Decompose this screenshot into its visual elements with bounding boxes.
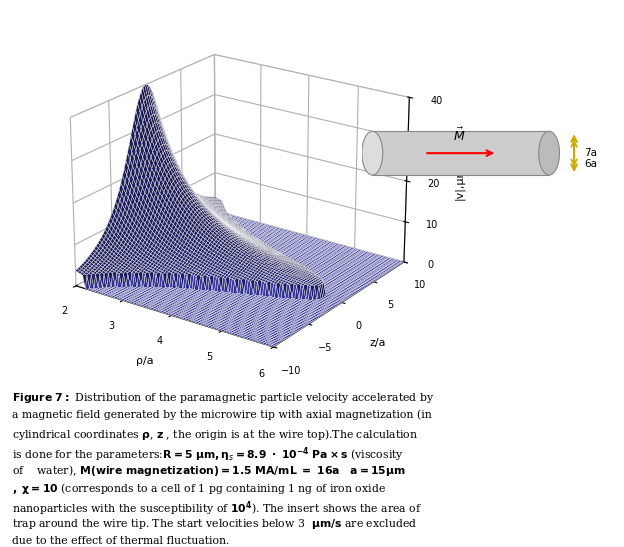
Text: 7a: 7a <box>585 148 598 158</box>
Text: $\vec{M}$: $\vec{M}$ <box>454 127 466 144</box>
X-axis label: ρ/a: ρ/a <box>136 357 154 366</box>
Text: $\mathbf{,\ \chi = 10}$ (corresponds to a cell of 1 pg containing 1 ng of iron o: $\mathbf{,\ \chi = 10}$ (corresponds to … <box>12 481 386 496</box>
Ellipse shape <box>539 131 560 175</box>
Text: $\mathbf{Figure\ 7:}$ Distribution of the paramagnetic particle velocity acceler: $\mathbf{Figure\ 7:}$ Distribution of th… <box>12 391 435 405</box>
Text: due to the effect of thermal fluctuation.: due to the effect of thermal fluctuation… <box>12 536 230 545</box>
Text: cylindrical coordinates $\mathbf{\rho}$, $\mathbf{z}$ , the origin is at the wir: cylindrical coordinates $\mathbf{\rho}$,… <box>12 427 419 442</box>
Ellipse shape <box>362 131 383 175</box>
Text: nanoparticles with the susceptibility of $\mathbf{10^4}$). The insert shows the : nanoparticles with the susceptibility of… <box>12 499 422 518</box>
Text: trap around the wire tip. The start velocities below 3  $\mathbf{\mu m/s}$ are e: trap around the wire tip. The start velo… <box>12 517 417 532</box>
Text: of    water), $\mathbf{M(wire\ magnetization) = 1.5\ MA/mL\ =\ 16a\ \ \ a = 15\m: of water), $\mathbf{M(wire\ magnetizatio… <box>12 463 406 478</box>
Text: a magnetic field generated by the microwire tip with axial magnetization (in: a magnetic field generated by the microw… <box>12 409 432 420</box>
Text: is done for the parameters:$\mathbf{R = 5\ \mu m, \eta_{\it{s}} = 8.9\ \cdot\ 10: is done for the parameters:$\mathbf{R = … <box>12 445 404 464</box>
Text: 6a: 6a <box>585 159 598 169</box>
Bar <box>373 131 549 175</box>
Y-axis label: z/a: z/a <box>370 338 386 348</box>
